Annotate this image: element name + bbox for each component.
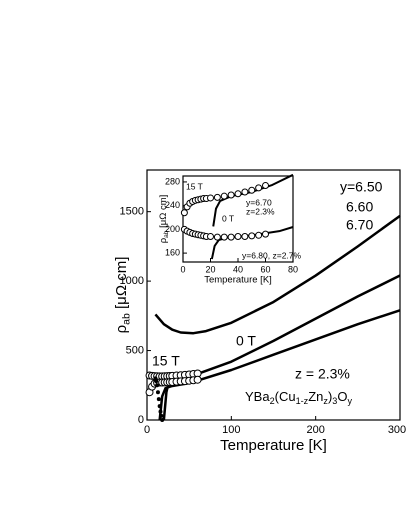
data-point xyxy=(220,192,228,200)
x-tick-label: 40 xyxy=(233,264,243,274)
data-dot xyxy=(157,404,162,409)
annotation: z = 2.3% xyxy=(295,366,350,382)
y-tick-label: 1500 xyxy=(120,206,144,218)
x-tick-label: 60 xyxy=(260,264,270,274)
data-dot xyxy=(155,383,160,388)
data-dot xyxy=(156,397,161,402)
data-point xyxy=(213,233,221,241)
annotation: 6.70 xyxy=(346,217,373,233)
data-point xyxy=(241,188,249,196)
data-dot xyxy=(154,379,159,384)
data-point xyxy=(207,232,214,240)
data-point xyxy=(255,231,263,239)
data-point xyxy=(234,190,242,198)
y-tick-label: 200 xyxy=(165,224,180,234)
x-tick-label: 300 xyxy=(388,424,406,436)
x-tick-label: 80 xyxy=(288,264,298,274)
formula-part: 3 xyxy=(332,396,337,406)
inset-annotation: z=2.3% xyxy=(246,206,275,216)
annotation: y=6.50 xyxy=(340,179,383,195)
inset-annotation: y=6.80, z=2.7% xyxy=(242,250,302,260)
formula-part: z xyxy=(323,396,328,406)
data-point xyxy=(241,232,249,240)
data-point xyxy=(248,186,256,194)
data-point xyxy=(234,232,242,240)
formula-part: 2 xyxy=(270,396,275,406)
x-tick-label: 20 xyxy=(205,264,215,274)
x-tick-label: 0 xyxy=(180,264,185,274)
y-tick-label: 240 xyxy=(165,200,180,210)
y-axis-label-part: [μΩ cm] xyxy=(158,195,169,231)
y-tick-label: 0 xyxy=(138,414,144,426)
inset-annotation: 15 T xyxy=(186,181,203,191)
data-point xyxy=(193,375,202,384)
x-tick-label: 200 xyxy=(306,424,324,436)
data-point xyxy=(262,181,269,189)
data-point xyxy=(180,209,188,217)
formula-part: y xyxy=(347,396,352,406)
inset-annotation: 0 T xyxy=(222,213,234,223)
formula-part: O xyxy=(337,389,347,404)
data-dot xyxy=(160,418,165,422)
data-point xyxy=(227,191,235,199)
formula-part: YBa xyxy=(245,389,270,404)
data-point xyxy=(213,193,221,201)
data-point xyxy=(255,184,263,192)
formula-part: 1-z xyxy=(296,396,309,406)
y-tick-label: 160 xyxy=(165,247,180,257)
y-axis-label: ρab [μΩ cm] xyxy=(158,195,170,244)
y-axis-label-part: ab xyxy=(163,230,170,238)
line-series xyxy=(158,309,401,421)
formula-part: ) xyxy=(328,389,332,404)
line-series xyxy=(154,214,401,335)
data-point xyxy=(207,194,214,202)
data-dot xyxy=(155,390,160,395)
y-tick-label: 500 xyxy=(126,344,144,356)
x-axis-label: Temperature [K] xyxy=(220,437,327,454)
x-tick-label: 0 xyxy=(144,424,150,436)
data-point xyxy=(262,230,269,238)
formula-part: (Cu xyxy=(275,389,296,404)
x-axis-label: Temperature [K] xyxy=(204,275,272,286)
annotation: 15 T xyxy=(152,353,180,369)
x-tick-label: 100 xyxy=(222,424,240,436)
y-axis-label-part: [μΩ cm] xyxy=(113,257,130,314)
data-point xyxy=(248,232,256,240)
formula-part: Zn xyxy=(308,389,323,404)
y-axis-label-part: ab xyxy=(120,313,132,325)
formula: YBa2(Cu1-zZnz)3Oy xyxy=(245,389,352,406)
data-point xyxy=(220,233,228,241)
data-dot xyxy=(159,413,164,418)
y-axis-label-part: ρ xyxy=(113,325,130,334)
data-dot xyxy=(158,409,163,414)
y-axis-label-part: ρ xyxy=(158,237,169,243)
y-tick-label: 280 xyxy=(165,176,180,186)
inset-annotation: y=6.70 xyxy=(246,197,272,207)
y-tick-label: 1000 xyxy=(120,275,144,287)
data-point xyxy=(227,233,235,241)
y-axis-label: ρab [μΩ cm] xyxy=(113,257,132,334)
annotation: 0 T xyxy=(236,333,256,349)
annotation: 6.60 xyxy=(346,199,373,215)
